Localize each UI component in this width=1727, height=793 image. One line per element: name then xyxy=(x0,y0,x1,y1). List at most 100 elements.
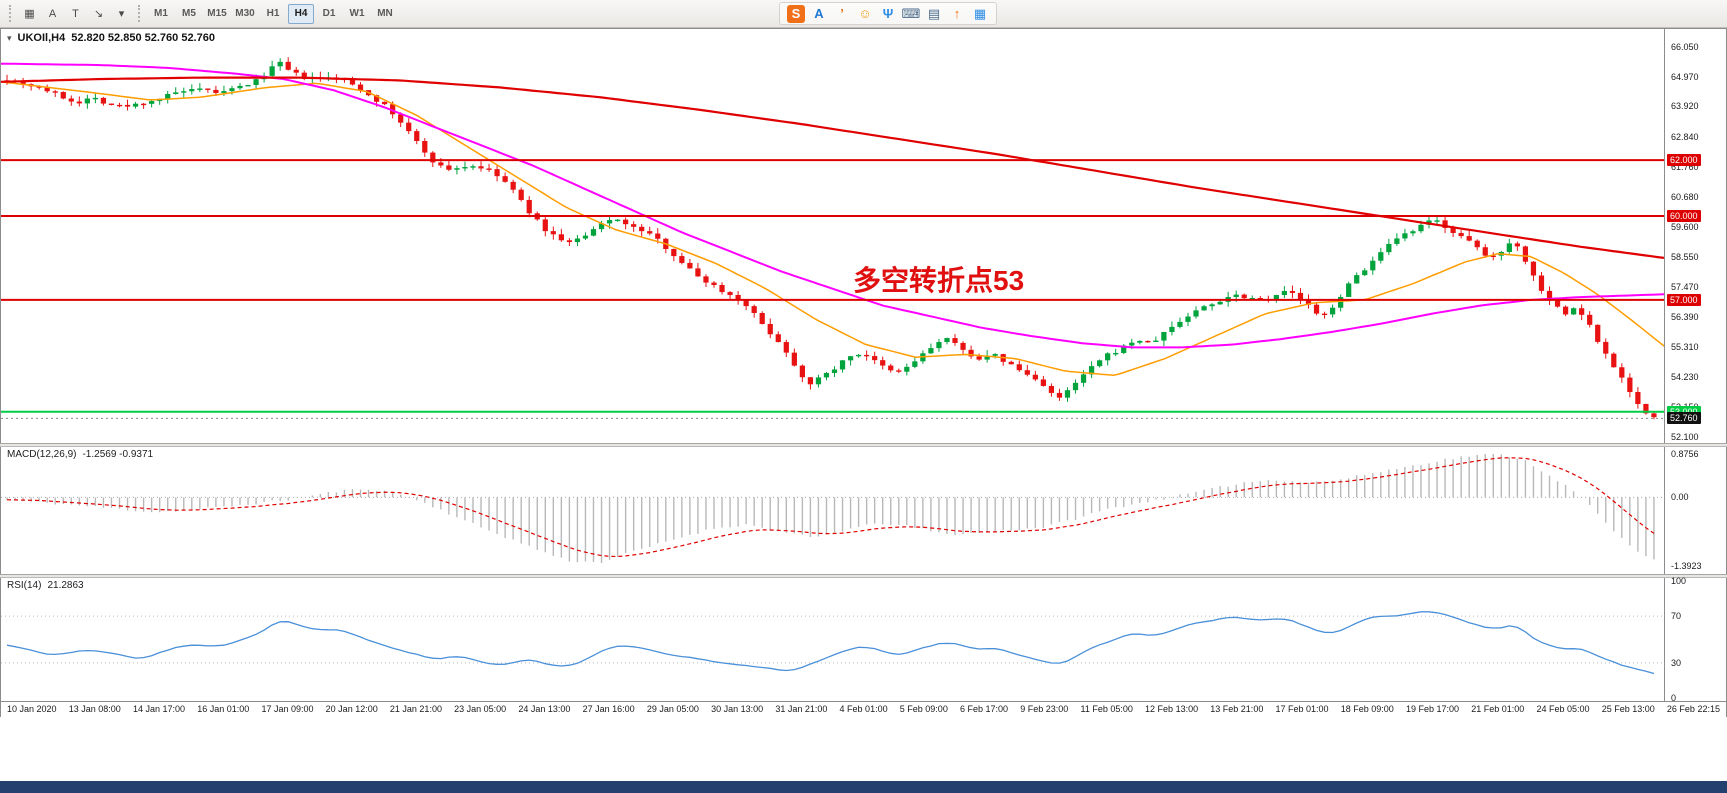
tools-dropdown-caret-icon[interactable]: ▾ xyxy=(118,8,125,20)
time-label: 18 Feb 09:00 xyxy=(1340,704,1394,714)
macd-scale-tick: 0.8756 xyxy=(1671,449,1699,460)
ime-toolbox-icon[interactable]: ▦ xyxy=(973,6,987,21)
price-tick: 63.920 xyxy=(1671,101,1699,112)
ime-keyboard-icon[interactable]: ⌨ xyxy=(901,6,921,21)
macd-chart-svg xyxy=(1,453,1664,564)
ime-sogou-logo-icon[interactable]: S xyxy=(787,4,805,23)
main-chart-panel: 66.050 64.970 63.920 62.840 61.760 60.680 59.6… xyxy=(0,28,1727,443)
panel-splitter[interactable] xyxy=(0,574,1727,578)
ma-slow xyxy=(1,76,1664,259)
price-line-label: 62.000 xyxy=(1667,154,1701,167)
price-plot-area[interactable] xyxy=(1,29,1664,443)
rsi-indicator-value: 21.2863 xyxy=(47,580,84,591)
rsi-scale-tick: 30 xyxy=(1671,657,1682,668)
price-line-label: 57.000 xyxy=(1667,293,1701,306)
time-label: 11 Feb 05:00 xyxy=(1080,704,1133,714)
ime-voice-icon[interactable]: Ψ xyxy=(882,6,894,21)
time-label: 13 Jan 08:00 xyxy=(68,704,121,714)
ime-punctuation-icon[interactable]: ’ xyxy=(840,6,844,21)
drawing-tool-icon[interactable]: T xyxy=(72,7,79,20)
price-tick: 56.390 xyxy=(1671,311,1699,322)
text-tool-icon[interactable]: A xyxy=(48,7,57,20)
price-tick: 52.100 xyxy=(1671,431,1699,442)
chart-ohlc-values: 52.820 52.850 52.760 52.760 xyxy=(71,32,215,44)
time-label: 24 Jan 13:00 xyxy=(518,704,571,714)
taskbar[interactable] xyxy=(0,781,1727,793)
time-label: 26 Feb 22:15 xyxy=(1666,704,1720,714)
rsi-line xyxy=(6,611,1655,675)
ime-clipboard-icon[interactable]: ▤ xyxy=(927,6,941,21)
price-chart-svg xyxy=(1,57,1664,420)
price-line-label: 60.000 xyxy=(1667,210,1701,222)
time-label: 9 Feb 23:00 xyxy=(1020,704,1069,714)
rsi-panel: 100 70 30 0 RSI(14) 21.2863 xyxy=(0,576,1727,703)
macd-plot-area[interactable] xyxy=(1,447,1664,574)
price-tick: 61.760 xyxy=(1671,161,1699,172)
time-label: 19 Feb 17:00 xyxy=(1405,704,1460,714)
ime-toolbar: S A ’ ☺ Ψ ⌨ ▤ ↑ ▦ xyxy=(779,2,997,25)
price-tick: 62.840 xyxy=(1671,131,1699,142)
price-tick: 59.600 xyxy=(1671,222,1699,233)
time-axis[interactable]: 10 Jan 2020 13 Jan 08:00 14 Jan 17:00 16 Ja… xyxy=(0,701,1727,717)
macd-indicator-values: -1.2569 -0.9371 xyxy=(82,449,154,460)
macd-scale-tick: 0.00 xyxy=(1671,492,1689,503)
arrow-tool-icon[interactable]: ↘ xyxy=(93,8,104,20)
macd-signal-line xyxy=(6,457,1655,558)
price-tick: 55.310 xyxy=(1671,342,1699,353)
time-label: 24 Feb 05:00 xyxy=(1536,704,1590,714)
toolbar-grip[interactable] xyxy=(9,5,13,22)
timeframe-m15[interactable]: M15 xyxy=(207,8,227,19)
macd-label: MACD(12,26,9) -1.2569 -0.9371 xyxy=(7,449,153,460)
one-click-trading-toggle-icon[interactable]: ▾ xyxy=(7,32,12,43)
toolbar: ▦ A T ↘ ▾ M1 M5 M15 M30 H1 H4 D1 W1 MN S A’ ☺ Ψ ⌨ ▤ ↑ ▦ xyxy=(0,0,1727,28)
ime-emoji-icon[interactable]: ☺ xyxy=(858,6,872,21)
time-label: 4 Feb 01:00 xyxy=(839,704,888,714)
time-label: 21 Feb 01:00 xyxy=(1471,704,1525,714)
timeframe-d1[interactable]: D1 xyxy=(322,8,336,19)
macd-scale-tick: -1.3923 xyxy=(1671,561,1702,572)
time-label: 29 Jan 05:00 xyxy=(646,704,699,714)
price-tick: 57.470 xyxy=(1671,281,1699,292)
chart-title: ▾ UKOIl,H4 52.820 52.850 52.760 52.760 xyxy=(7,32,215,44)
price-tick: 64.970 xyxy=(1671,72,1699,83)
empty-area xyxy=(0,717,1727,781)
time-label: 12 Feb 13:00 xyxy=(1145,704,1199,714)
candles-layer xyxy=(4,57,1657,420)
timeframe-mn[interactable]: MN xyxy=(377,8,393,19)
timeframe-h4[interactable]: H4 xyxy=(288,3,314,24)
macd-panel: 0.8756 0.00 -1.3923 MACD(12,26,9) -1.2569 … xyxy=(0,447,1727,574)
chart-window-icon[interactable]: ▦ xyxy=(24,8,35,20)
time-label: 25 Feb 13:00 xyxy=(1601,704,1655,714)
time-label: 20 Jan 12:00 xyxy=(325,704,378,714)
ime-english-mode-icon[interactable]: A xyxy=(814,6,824,21)
time-label: 30 Jan 13:00 xyxy=(711,704,764,714)
rsi-scale[interactable]: 100 70 30 0 xyxy=(1664,576,1726,703)
timeframe-m1[interactable]: M1 xyxy=(154,8,168,19)
chart-tools-group: ▦ A T ↘ ▾ xyxy=(18,3,133,24)
timeframe-h1[interactable]: H1 xyxy=(266,8,280,19)
price-tick: 58.550 xyxy=(1671,251,1699,262)
rsi-chart-svg xyxy=(1,611,1664,675)
time-label: 21 Jan 21:00 xyxy=(389,704,442,714)
macd-scale[interactable]: 0.8756 0.00 -1.3923 xyxy=(1664,447,1726,574)
time-label: 5 Feb 09:00 xyxy=(899,704,948,714)
rsi-indicator-name: RSI(14) xyxy=(7,580,42,591)
panel-splitter[interactable] xyxy=(0,443,1727,447)
time-label: 17 Feb 01:00 xyxy=(1275,704,1329,714)
toolbar-grip[interactable] xyxy=(138,5,142,22)
timeframe-m5[interactable]: M5 xyxy=(182,8,196,19)
ime-upload-icon[interactable]: ↑ xyxy=(953,6,961,21)
chart-annotation[interactable]: 多空转折点53 xyxy=(853,265,1025,296)
time-label: 27 Jan 16:00 xyxy=(582,704,635,714)
price-scale[interactable]: 66.050 64.970 63.920 62.840 61.760 60.680 59.6… xyxy=(1664,29,1726,443)
time-label: 6 Feb 17:00 xyxy=(960,704,1009,714)
rsi-scale-tick: 100 xyxy=(1671,576,1687,586)
timeframe-m30[interactable]: M30 xyxy=(235,8,255,19)
chart-symbol-label: UKOIl,H4 xyxy=(17,32,66,44)
ma-medium xyxy=(1,62,1664,349)
rsi-plot-area[interactable] xyxy=(1,578,1664,701)
rsi-scale-tick: 70 xyxy=(1671,611,1682,622)
timeframe-w1[interactable]: W1 xyxy=(349,8,365,19)
price-tick: 54.230 xyxy=(1671,372,1699,383)
